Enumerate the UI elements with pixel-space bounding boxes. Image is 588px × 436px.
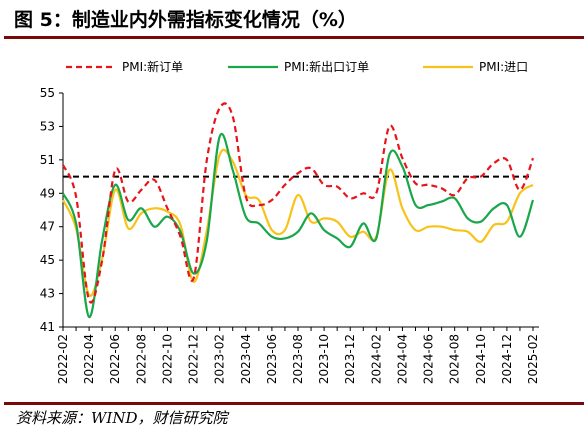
x-tick-label: 2024-04 [395, 334, 409, 384]
x-tick-label: 2022-12 [187, 334, 201, 384]
x-tick-label: 2023-04 [239, 334, 253, 384]
chart-title: 图 5：制造业内外需指标变化情况（%） [14, 9, 357, 31]
x-tick-label: 2023-08 [291, 334, 305, 384]
y-tick-label: 43 [40, 287, 55, 301]
x-tick-label: 2023-06 [265, 334, 279, 384]
chart-legend: PMI:新订单 PMI:新出口订单 PMI:进口 [66, 59, 528, 74]
x-tick-label: 2022-06 [108, 334, 122, 384]
x-tick-label: 2025-02 [526, 334, 540, 384]
y-tick-label: 49 [40, 186, 55, 200]
legend-label-2: PMI:新出口订单 [284, 59, 369, 74]
y-tick-label: 51 [40, 153, 55, 167]
chart-axes: 41 43 45 47 49 51 53 55 2022-02 2022-04 2022-06 202… [40, 86, 540, 384]
top-rule [4, 36, 584, 39]
series-lines [61, 102, 535, 319]
line-chart: PMI:新订单 PMI:新出口订单 PMI:进口 41 43 45 47 49 51 53 55 2… [40, 59, 540, 384]
bottom-rule [4, 402, 584, 405]
series-line-1 [61, 102, 535, 304]
x-tick-label: 2022-04 [82, 334, 96, 384]
legend-label-1: PMI:新订单 [122, 59, 183, 74]
y-tick-label: 47 [40, 220, 55, 234]
x-tick-label: 2024-12 [500, 334, 514, 384]
x-tick-label: 2024-02 [369, 334, 383, 384]
y-tick-label: 41 [40, 320, 55, 334]
source-note: 资料来源：WIND，财信研究院 [16, 409, 228, 427]
x-tick-label: 2022-08 [134, 334, 148, 384]
y-tick-label: 53 [40, 119, 55, 133]
x-tick-label: 2023-10 [317, 334, 331, 384]
series-line-2 [61, 132, 535, 319]
x-tick-label: 2023-02 [213, 334, 227, 384]
series-line-3 [62, 148, 534, 297]
x-tick-label: 2024-08 [448, 334, 462, 384]
y-tick-label: 55 [40, 86, 55, 100]
y-tick-label: 45 [40, 253, 55, 267]
x-tick-label: 2024-10 [474, 334, 488, 384]
x-tick-label: 2023-12 [343, 334, 357, 384]
x-tick-label: 2022-10 [160, 334, 174, 384]
legend-label-3: PMI:进口 [479, 60, 528, 74]
x-tick-label: 2024-06 [422, 334, 436, 384]
x-tick-label: 2022-02 [56, 334, 70, 384]
